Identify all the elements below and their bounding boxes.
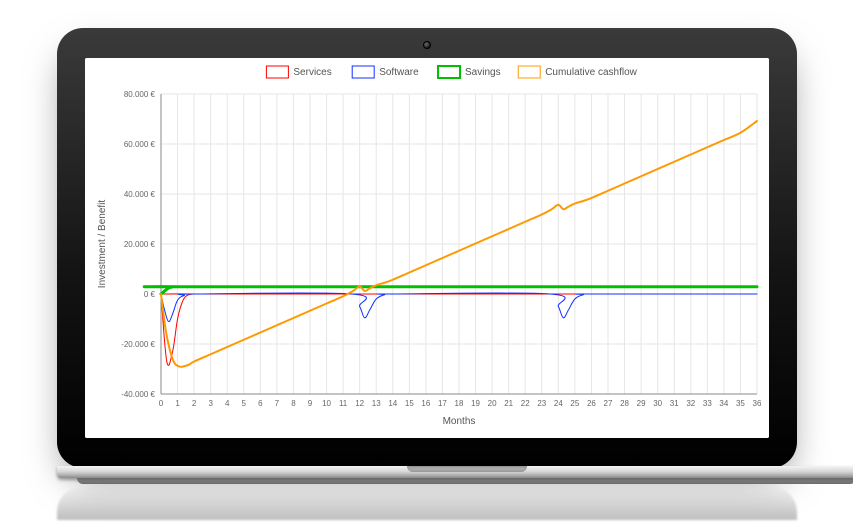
- x-tick-label: 12: [355, 399, 364, 408]
- x-tick-label: 30: [653, 399, 662, 408]
- x-tick-label: 14: [388, 399, 397, 408]
- x-tick-label: 4: [224, 399, 229, 408]
- stage: -40.000 € -20.000 € 0 € 20.000 € 40.000 € 60.…: [0, 0, 853, 530]
- x-tick-label: 19: [471, 399, 480, 408]
- x-tick-label: 35: [735, 399, 744, 408]
- x-tick-label: 21: [504, 399, 513, 408]
- laptop-screen: -40.000 € -20.000 € 0 € 20.000 € 40.000 € 60.…: [85, 58, 769, 438]
- x-tick-label: 3: [208, 399, 213, 408]
- y-tick-label: 80.000 €: [123, 90, 155, 99]
- x-tick-label: 25: [570, 399, 579, 408]
- camera-icon: [423, 41, 431, 49]
- x-tick-label: 20: [487, 399, 496, 408]
- chart-svg: -40.000 € -20.000 € 0 € 20.000 € 40.000 € 60.…: [85, 58, 769, 438]
- x-tick-label: 7: [274, 399, 279, 408]
- laptop-lid: -40.000 € -20.000 € 0 € 20.000 € 40.000 € 60.…: [57, 28, 797, 468]
- laptop-base-top: [57, 466, 853, 478]
- legend-label: Software: [379, 67, 419, 78]
- x-tick-label: 18: [454, 399, 463, 408]
- x-tick-label: 15: [404, 399, 413, 408]
- laptop-reflection: [57, 486, 797, 520]
- x-tick-label: 24: [553, 399, 562, 408]
- legend-label: Cumulative cashflow: [545, 67, 637, 78]
- x-tick-label: 34: [719, 399, 728, 408]
- x-tick-label: 2: [191, 399, 196, 408]
- x-tick-label: 28: [620, 399, 629, 408]
- y-tick-label: -40.000 €: [121, 390, 155, 399]
- x-tick-label: 33: [702, 399, 711, 408]
- x-tick-label: 22: [520, 399, 529, 408]
- x-axis-title: Months: [442, 416, 475, 427]
- x-tick-label: 17: [437, 399, 446, 408]
- laptop-notch: [407, 466, 527, 472]
- laptop-mockup: -40.000 € -20.000 € 0 € 20.000 € 40.000 € 60.…: [57, 28, 797, 520]
- x-tick-label: 32: [686, 399, 695, 408]
- x-tick-label: 11: [338, 399, 347, 408]
- x-tick-label: 31: [669, 399, 678, 408]
- x-tick-label: 36: [752, 399, 761, 408]
- y-tick-label: -20.000 €: [121, 340, 155, 349]
- x-tick-label: 26: [586, 399, 595, 408]
- x-tick-label: 29: [636, 399, 645, 408]
- legend-label: Savings: [465, 67, 501, 78]
- x-tick-label: 5: [241, 399, 246, 408]
- y-tick-label: 60.000 €: [123, 140, 155, 149]
- laptop-base-bottom: [77, 478, 853, 484]
- x-tick-label: 9: [307, 399, 312, 408]
- laptop-base: [57, 466, 853, 484]
- x-tick-label: 23: [537, 399, 546, 408]
- x-tick-label: 6: [258, 399, 263, 408]
- y-tick-label: 40.000 €: [123, 190, 155, 199]
- y-tick-label: 20.000 €: [123, 240, 155, 249]
- x-tick-label: 1: [175, 399, 180, 408]
- legend-label: Services: [293, 67, 331, 78]
- x-tick-label: 0: [158, 399, 163, 408]
- x-tick-label: 8: [291, 399, 296, 408]
- x-tick-label: 16: [421, 399, 430, 408]
- y-tick-label: 0 €: [143, 290, 155, 299]
- x-tick-label: 13: [371, 399, 380, 408]
- y-axis-title: Investment / Benefit: [97, 200, 108, 289]
- cashflow-chart: -40.000 € -20.000 € 0 € 20.000 € 40.000 € 60.…: [85, 58, 769, 438]
- x-tick-label: 10: [322, 399, 331, 408]
- x-tick-label: 27: [603, 399, 612, 408]
